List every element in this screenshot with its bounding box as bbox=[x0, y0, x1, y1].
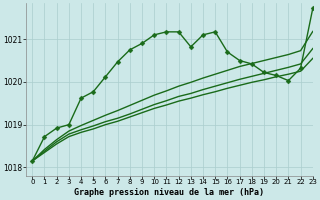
X-axis label: Graphe pression niveau de la mer (hPa): Graphe pression niveau de la mer (hPa) bbox=[75, 188, 265, 197]
